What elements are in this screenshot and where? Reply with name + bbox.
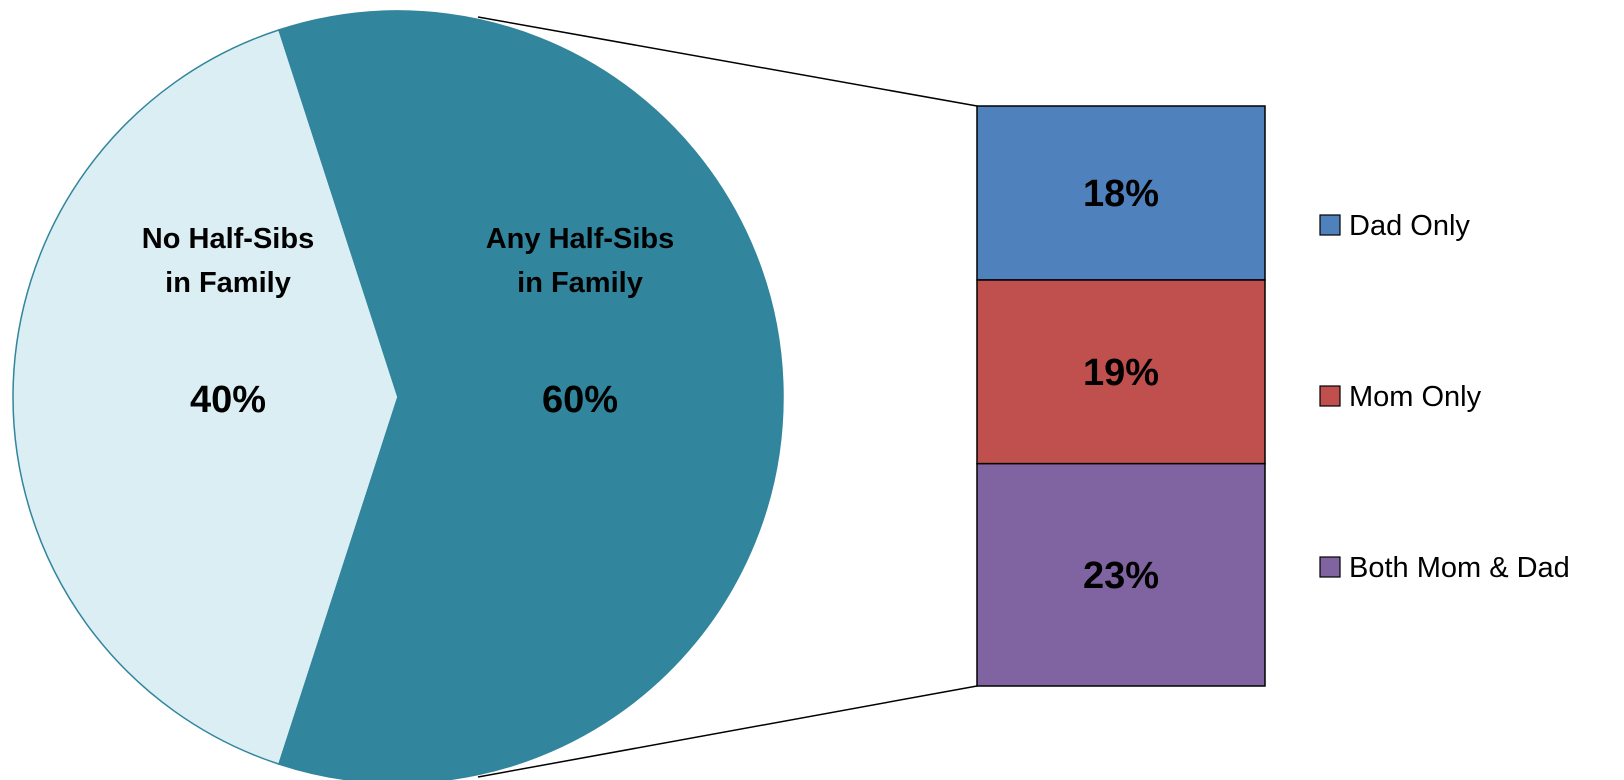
bar-segment-dad-only	[976, 105, 1266, 281]
pie-value-no-half-sibs: 40%	[190, 379, 266, 421]
bar-segment-both-mom-dad	[976, 462, 1266, 687]
pie-chart: No Half-Sibs in Family 40% Any Half-Sibs in …	[12, 10, 784, 780]
legend-item-mom-only-label: Mom Only	[1349, 381, 1482, 413]
legend-item-dad-only: Dad Only	[1319, 210, 1470, 242]
legend-item-dad-only-swatch	[1319, 214, 1341, 236]
pie-label-any-half-sibs-line1: Any Half-Sibs	[486, 223, 675, 255]
legend-item-mom-only-swatch	[1319, 385, 1341, 407]
legend-item-both-mom-dad: Both Mom & Dad	[1319, 552, 1570, 584]
legend: Dad Only Mom Only Both Mom & Dad	[1319, 210, 1570, 584]
pie-slice-any-half-sibs	[278, 10, 784, 780]
bar-segment-mom-only-label: 19%	[1083, 352, 1159, 394]
pie-value-any-half-sibs: 60%	[542, 379, 618, 421]
pie-label-any-half-sibs-line2: in Family	[517, 267, 643, 299]
pie-label-no-half-sibs-line2: in Family	[165, 267, 291, 299]
stacked-bar: 18% 19% 23%	[976, 105, 1266, 687]
pie-slice-no-half-sibs	[12, 28, 399, 766]
legend-item-mom-only: Mom Only	[1319, 381, 1482, 413]
legend-item-both-mom-dad-label: Both Mom & Dad	[1349, 552, 1570, 584]
connector-line-bottom	[477, 685, 978, 778]
pie-label-no-half-sibs-line1: No Half-Sibs	[142, 223, 314, 255]
bar-segment-mom-only	[976, 279, 1266, 465]
bar-segment-dad-only-label: 18%	[1083, 173, 1159, 215]
legend-item-both-mom-dad-swatch	[1319, 556, 1341, 578]
connector-lines	[477, 16, 978, 778]
connector-line-top	[477, 16, 978, 107]
legend-item-dad-only-label: Dad Only	[1349, 210, 1470, 242]
bar-segment-both-mom-dad-label: 23%	[1083, 555, 1159, 597]
